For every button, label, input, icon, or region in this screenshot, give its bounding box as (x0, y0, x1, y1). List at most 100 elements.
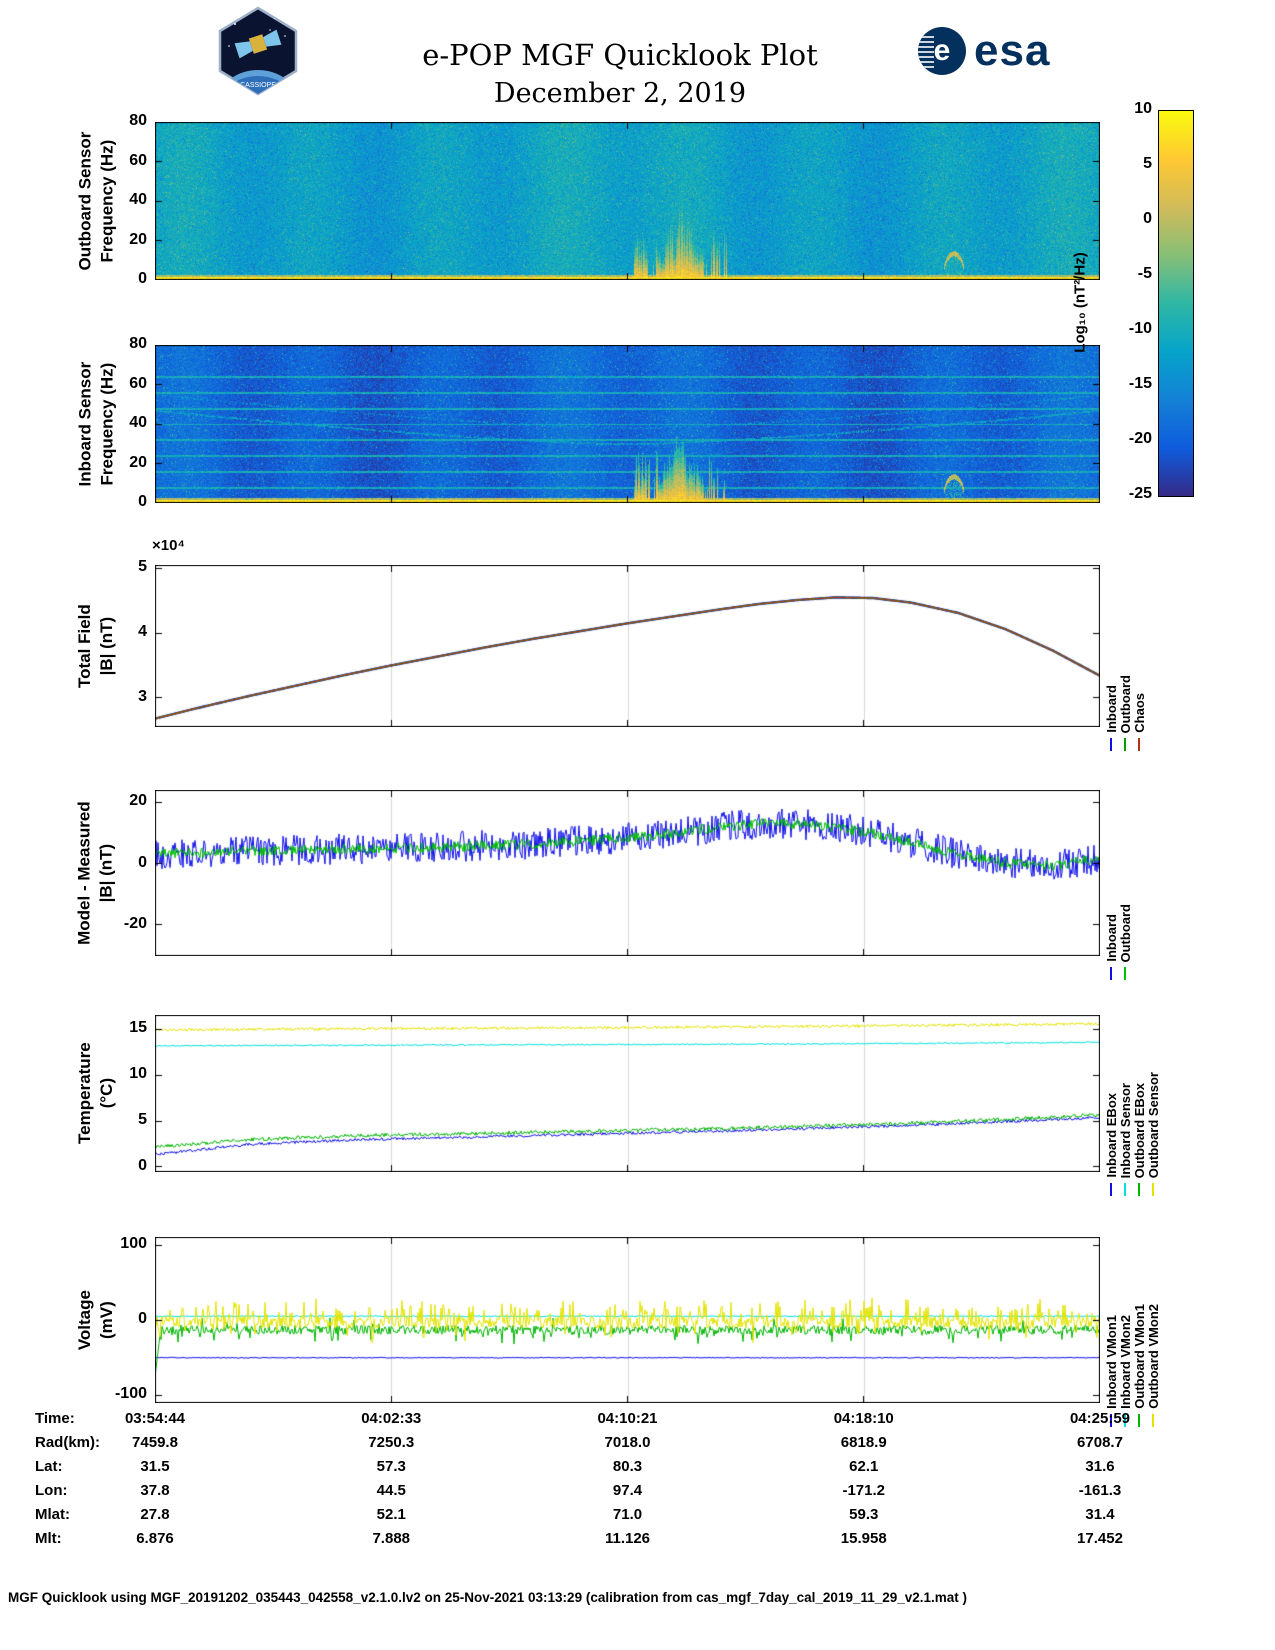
esa-wordmark: esa (974, 26, 1051, 75)
legend-label: Inboard VMon1 (1103, 1315, 1119, 1409)
y-tick-label: 0 (138, 270, 147, 287)
y-tick-label: 60 (129, 151, 147, 169)
legend-color-dash (1110, 967, 1112, 980)
legend-entry: Inboard EBox (1103, 1093, 1119, 1196)
y-tick-label: 5 (138, 558, 147, 576)
table-cell: 31.6 (1085, 1458, 1115, 1475)
y-tick-label: 20 (129, 453, 147, 471)
plot-date: December 2, 2019 (493, 78, 747, 109)
legend-color-dash (1124, 1183, 1126, 1196)
legend-entry: Outboard (1118, 675, 1133, 751)
colorbar-tick-label: -20 (1128, 430, 1152, 447)
table-row-label: Rad(km): (35, 1434, 101, 1451)
table-cell: 17.452 (1077, 1530, 1123, 1547)
legend-voltage: Inboard VMon1 Inboard VMon2 Outboard VMon1… (1103, 1237, 1161, 1427)
legend-label: Inboard Sensor (1117, 1082, 1133, 1178)
y-tick-label: 0 (138, 1157, 147, 1175)
voltage-canvas (155, 1237, 1100, 1403)
table-row-label: Time: (35, 1410, 75, 1427)
y-tick-label: 4 (138, 623, 147, 641)
table-cell: 7.888 (372, 1530, 411, 1547)
legend-label: Outboard VMon2 (1145, 1304, 1161, 1409)
ylabel-line2: |B| (nT) (97, 616, 116, 676)
y-tick-label: 10 (129, 1065, 147, 1083)
legend-entry: Inboard Sensor (1117, 1082, 1133, 1196)
legend-entry: Inboard VMon1 (1103, 1315, 1119, 1427)
plot-title: e-POP MGF Quicklook Plot (422, 38, 818, 72)
table-cell: 97.4 (612, 1482, 643, 1499)
temperature-canvas (155, 1015, 1100, 1172)
esa-emblem-icon: e (918, 27, 966, 75)
legend-color-dash (1110, 738, 1112, 751)
y-tick-label: 15 (129, 1018, 147, 1036)
table-cell: 6708.7 (1077, 1434, 1123, 1451)
table-cell: 6.876 (136, 1530, 174, 1547)
total-field-canvas (155, 565, 1100, 727)
table-row-label: Mlt: (35, 1530, 62, 1547)
legend-label: Inboard EBox (1103, 1093, 1119, 1178)
legend-entry: Inboard (1103, 914, 1119, 980)
y-tick-label: 0 (138, 1310, 147, 1327)
y-tick-label: 80 (129, 335, 147, 352)
logo-mission-name: CASSIOPE (240, 82, 276, 89)
table-cell: 31.4 (1085, 1506, 1115, 1523)
table-cell: 04:25:59 (1069, 1410, 1131, 1427)
table-cell: 44.5 (376, 1482, 406, 1499)
y-tick-label: 80 (129, 112, 147, 129)
colorbar (1158, 110, 1194, 497)
y-tick-label: 0 (138, 853, 147, 871)
table-cell: 80.3 (612, 1458, 643, 1475)
table-cell: 31.5 (140, 1458, 170, 1475)
table-cell: 57.3 (376, 1458, 406, 1475)
table-cell: 59.3 (849, 1506, 879, 1523)
table-cell: 03:54:44 (124, 1410, 186, 1427)
legend-color-dash (1152, 1414, 1154, 1427)
y-tick-label: -100 (114, 1385, 147, 1403)
y-tick-label: 40 (129, 191, 147, 208)
table-cell: 7250.3 (368, 1434, 415, 1451)
table-cell: 52.1 (376, 1506, 406, 1523)
colorbar-tick-label: 5 (1143, 155, 1152, 172)
table-cell: 6818.9 (840, 1434, 887, 1451)
legend-color-dash (1124, 967, 1126, 980)
table-row-label: Lat: (35, 1458, 63, 1475)
esa-emblem-letter: e (933, 34, 951, 67)
legend-color-dash (1138, 1414, 1140, 1427)
legend-entry: Chaos (1132, 693, 1147, 751)
colorbar-tick-label: 0 (1143, 210, 1152, 227)
temperature-ylabel: Temperature (°C) (60, 1015, 132, 1172)
legend-entry: Outboard EBox (1131, 1082, 1147, 1196)
y-tick-label: 60 (129, 374, 147, 392)
y-tick-label: 0 (138, 493, 147, 510)
colorbar-tick-label: -10 (1128, 320, 1152, 337)
table-cell: 71.0 (612, 1506, 643, 1523)
table-cell: 04:10:21 (597, 1410, 658, 1427)
legend-color-dash (1124, 738, 1126, 751)
logo-satellite (234, 29, 282, 59)
table-cell: -161.3 (1078, 1482, 1122, 1499)
y-tick-label: -20 (123, 915, 147, 933)
legend-entry: Outboard VMon1 (1132, 1304, 1147, 1427)
table-row-label: Lon: (35, 1482, 68, 1499)
cassiope-logo-graphic: CASSIOPE (218, 6, 298, 96)
legend-model-minus-measured: Inboard Outboard (1103, 790, 1133, 980)
legend-entry: Outboard Sensor (1146, 1072, 1161, 1196)
colorbar-tick-label: -15 (1128, 375, 1152, 392)
y-tick-label: 20 (129, 792, 147, 810)
table-cell: 62.1 (849, 1458, 879, 1475)
footer-note: MGF Quicklook using MGF_20191202_035443_… (8, 1590, 968, 1605)
legend-label: Outboard (1117, 903, 1133, 963)
outboard-spectrogram-canvas (155, 122, 1100, 280)
esa-logo: e esa (918, 26, 1050, 76)
legend-label: Inboard (1103, 914, 1119, 962)
y-tick-label: 40 (129, 414, 147, 431)
colorbar-label: Log₁₀ (nT²/Hz) (1071, 252, 1089, 353)
y-tick-label: 5 (138, 1111, 147, 1129)
cassiope-mission-logo: CASSIOPE (215, 6, 301, 101)
y-tick-label: 3 (138, 687, 147, 705)
table-cell: 04:18:10 (833, 1410, 894, 1427)
legend-total-field: Inboard Outboard Chaos (1104, 565, 1147, 751)
legend-label: Outboard EBox (1131, 1082, 1147, 1178)
legend-color-dash (1152, 1183, 1154, 1196)
